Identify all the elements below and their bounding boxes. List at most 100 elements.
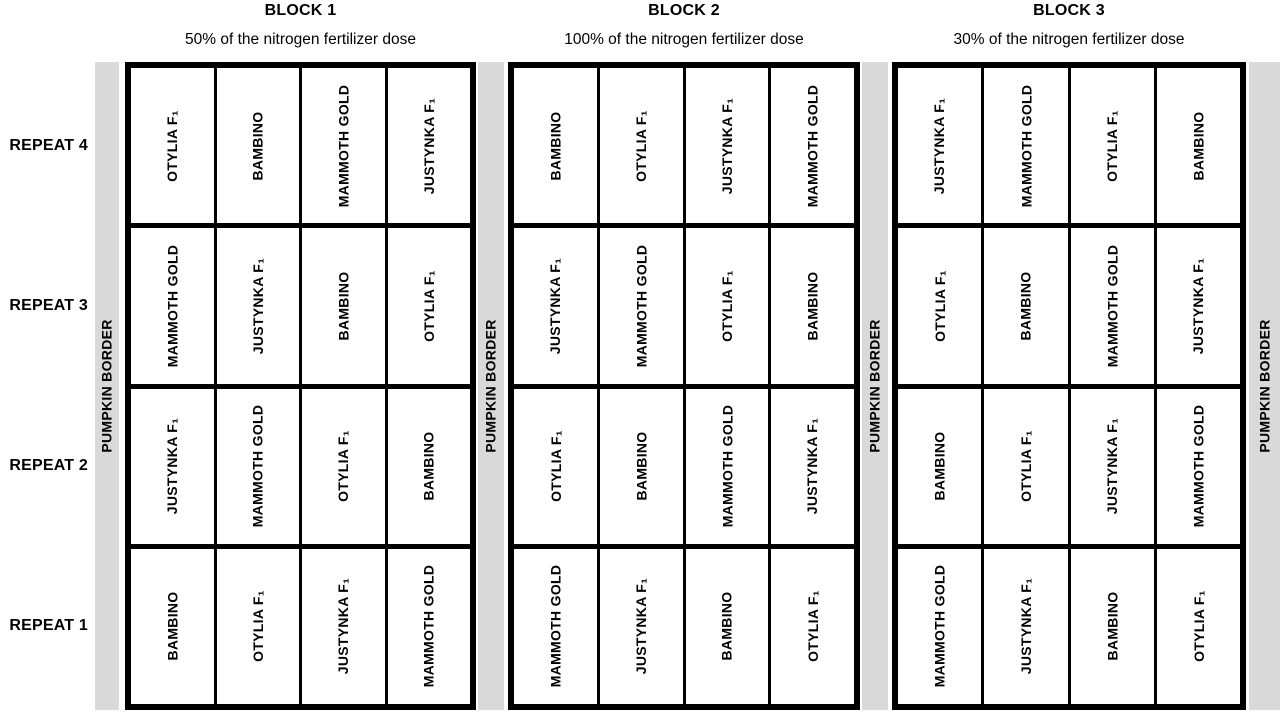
cultivar-label: BAMBINO	[249, 111, 266, 181]
repeat-row: BAMBINO OTYLIA F₁ JUSTYNKA F₁ MAMMOTH GO…	[131, 548, 470, 704]
cultivar-label: JUSTYNKA F₁	[633, 578, 650, 675]
repeat-row: OTYLIA F₁ BAMBINO MAMMOTH GOLD JUSTYNKA …	[131, 68, 470, 224]
cultivar-label: BAMBINO	[804, 271, 821, 341]
pumpkin-border-strip: PUMPKIN BORDER	[862, 62, 888, 710]
repeat-label: REPEAT 3	[9, 296, 88, 314]
repeat-row: OTYLIA F₁ BAMBINO MAMMOTH GOLD JUSTYNKA …	[898, 228, 1240, 384]
cultivar-label: MAMMOTH GOLD	[718, 404, 735, 528]
block-1-header: BLOCK 1 50% of the nitrogen fertilizer d…	[125, 0, 476, 50]
cultivar-label: MAMMOTH GOLD	[164, 244, 181, 368]
plot-cell: BAMBINO	[387, 388, 470, 544]
plot-cell: OTYLIA F₁	[216, 548, 299, 704]
cultivar-label: MAMMOTH GOLD	[249, 404, 266, 528]
cultivar-label: OTYLIA F₁	[804, 590, 821, 663]
cultivar-label: JUSTYNKA F₁	[804, 417, 821, 515]
plot-cell: OTYLIA F₁	[387, 228, 470, 384]
plot-cell: OTYLIA F₁	[984, 388, 1068, 544]
plot-cell: MAMMOTH GOLD	[387, 548, 470, 704]
cultivar-label: MAMMOTH GOLD	[335, 84, 352, 207]
plot-cell: JUSTYNKA F₁	[599, 548, 683, 704]
plot-cell: BAMBINO	[771, 228, 854, 384]
cultivar-label: BAMBINO	[335, 271, 352, 341]
plot-cell: JUSTYNKA F₁	[216, 228, 299, 384]
repeat-row: OTYLIA F₁ BAMBINO MAMMOTH GOLD JUSTYNKA …	[514, 388, 854, 544]
plot-cell: BAMBINO	[1156, 68, 1240, 224]
plot-cell: BAMBINO	[685, 548, 769, 704]
plot-cell: JUSTYNKA F₁	[1156, 228, 1240, 384]
cultivar-label: JUSTYNKA F₁	[1017, 578, 1034, 675]
plot-cell: JUSTYNKA F₁	[984, 548, 1068, 704]
cultivar-label: JUSTYNKA F₁	[335, 578, 352, 675]
plot-cell: BAMBINO	[984, 228, 1068, 384]
cultivar-label: JUSTYNKA F₁	[1104, 417, 1121, 515]
repeat-row: MAMMOTH GOLD JUSTYNKA F₁ BAMBINO OTYLIA …	[131, 228, 470, 384]
plot-cell: JUSTYNKA F₁	[898, 68, 982, 224]
plot-cell: JUSTYNKA F₁	[685, 68, 769, 224]
plot-cell: BAMBINO	[599, 388, 683, 544]
repeat-labels-column: REPEAT 4 REPEAT 3 REPEAT 2 REPEAT 1	[0, 62, 88, 710]
cultivar-label: JUSTYNKA F₁	[718, 97, 735, 194]
repeat-label: REPEAT 1	[9, 617, 88, 635]
plot-cell: BAMBINO	[131, 548, 214, 704]
cultivar-label: OTYLIA F₁	[718, 270, 735, 342]
block-2-header: BLOCK 2 100% of the nitrogen fertilizer …	[508, 0, 860, 50]
block-subtitle: 100% of the nitrogen fertilizer dose	[564, 31, 804, 48]
block-subtitle: 30% of the nitrogen fertilizer dose	[953, 31, 1185, 48]
block-3-header: BLOCK 3 30% of the nitrogen fertilizer d…	[892, 0, 1246, 50]
cultivar-label: OTYLIA F₁	[249, 590, 266, 663]
plot-cell: JUSTYNKA F₁	[131, 388, 214, 544]
plot-cell: OTYLIA F₁	[1070, 68, 1154, 224]
plot-cell: JUSTYNKA F₁	[514, 228, 597, 384]
cultivar-label: MAMMOTH GOLD	[931, 565, 948, 688]
cultivar-label: MAMMOTH GOLD	[1017, 84, 1034, 207]
cultivar-label: MAMMOTH GOLD	[547, 565, 564, 688]
pumpkin-border-label: PUMPKIN BORDER	[867, 319, 884, 453]
repeat-label: REPEAT 4	[9, 136, 88, 154]
plot-cell: JUSTYNKA F₁	[771, 388, 854, 544]
plot-cell: MAMMOTH GOLD	[898, 548, 982, 704]
plot-cell: OTYLIA F₁	[898, 228, 982, 384]
plot-cell: OTYLIA F₁	[599, 68, 683, 224]
repeat-row: BAMBINO OTYLIA F₁ JUSTYNKA F₁ MAMMOTH GO…	[898, 388, 1240, 544]
block-title: BLOCK 2	[648, 2, 720, 19]
plot-cell: MAMMOTH GOLD	[302, 68, 385, 224]
pumpkin-border-strip: PUMPKIN BORDER	[95, 62, 119, 710]
cultivar-label: BAMBINO	[718, 591, 735, 661]
cultivar-label: JUSTYNKA F₁	[1190, 257, 1207, 355]
plot-cell: MAMMOTH GOLD	[131, 228, 214, 384]
plot-cell: MAMMOTH GOLD	[1070, 228, 1154, 384]
repeat-row: MAMMOTH GOLD JUSTYNKA F₁ BAMBINO OTYLIA …	[898, 548, 1240, 704]
plot-cell: OTYLIA F₁	[685, 228, 769, 384]
cultivar-label: BAMBINO	[1017, 271, 1034, 341]
repeat-label: REPEAT 2	[9, 457, 88, 475]
pumpkin-border-label: PUMPKIN BORDER	[99, 319, 116, 453]
plot-cell: BAMBINO	[302, 228, 385, 384]
plot-cell: BAMBINO	[216, 68, 299, 224]
pumpkin-border-label: PUMPKIN BORDER	[1256, 319, 1273, 453]
cultivar-label: MAMMOTH GOLD	[420, 565, 437, 688]
cultivar-label: BAMBINO	[1190, 111, 1207, 181]
cultivar-label: BAMBINO	[420, 431, 437, 501]
repeat-row: BAMBINO OTYLIA F₁ JUSTYNKA F₁ MAMMOTH GO…	[514, 68, 854, 224]
cultivar-label: MAMMOTH GOLD	[804, 84, 821, 207]
cultivar-label: OTYLIA F₁	[420, 270, 437, 342]
cultivar-label: BAMBINO	[547, 111, 564, 181]
cultivar-label: OTYLIA F₁	[335, 430, 352, 502]
cultivar-label: OTYLIA F₁	[1104, 109, 1121, 182]
plot-cell: JUSTYNKA F₁	[302, 548, 385, 704]
plot-cell: OTYLIA F₁	[514, 388, 597, 544]
plot-cell: OTYLIA F₁	[131, 68, 214, 224]
cultivar-label: BAMBINO	[633, 431, 650, 501]
repeat-row: JUSTYNKA F₁ MAMMOTH GOLD OTYLIA F₁ BAMBI…	[898, 68, 1240, 224]
cultivar-label: MAMMOTH GOLD	[1190, 404, 1207, 528]
cultivar-label: JUSTYNKA F₁	[547, 257, 564, 355]
cultivar-label: MAMMOTH GOLD	[1104, 244, 1121, 368]
plot-cell: JUSTYNKA F₁	[1070, 388, 1154, 544]
block-subtitle: 50% of the nitrogen fertilizer dose	[185, 31, 416, 48]
plot-cell: BAMBINO	[1070, 548, 1154, 704]
cultivar-label: OTYLIA F₁	[164, 109, 181, 182]
cultivar-label: OTYLIA F₁	[1017, 430, 1034, 502]
plot-cell: MAMMOTH GOLD	[984, 68, 1068, 224]
plot-cell: OTYLIA F₁	[771, 548, 854, 704]
block-2-grid: BAMBINO OTYLIA F₁ JUSTYNKA F₁ MAMMOTH GO…	[508, 62, 860, 710]
